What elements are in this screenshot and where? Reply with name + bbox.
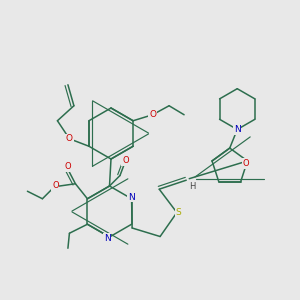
Text: S: S	[176, 208, 181, 217]
Text: O: O	[122, 156, 129, 165]
Text: O: O	[66, 134, 73, 143]
Text: O: O	[64, 162, 71, 171]
Text: O: O	[52, 181, 59, 190]
Text: O: O	[243, 159, 249, 168]
Text: H: H	[189, 182, 195, 191]
Text: N: N	[104, 234, 110, 243]
Text: O: O	[149, 110, 156, 119]
Text: N: N	[128, 193, 135, 202]
Text: N: N	[234, 125, 241, 134]
